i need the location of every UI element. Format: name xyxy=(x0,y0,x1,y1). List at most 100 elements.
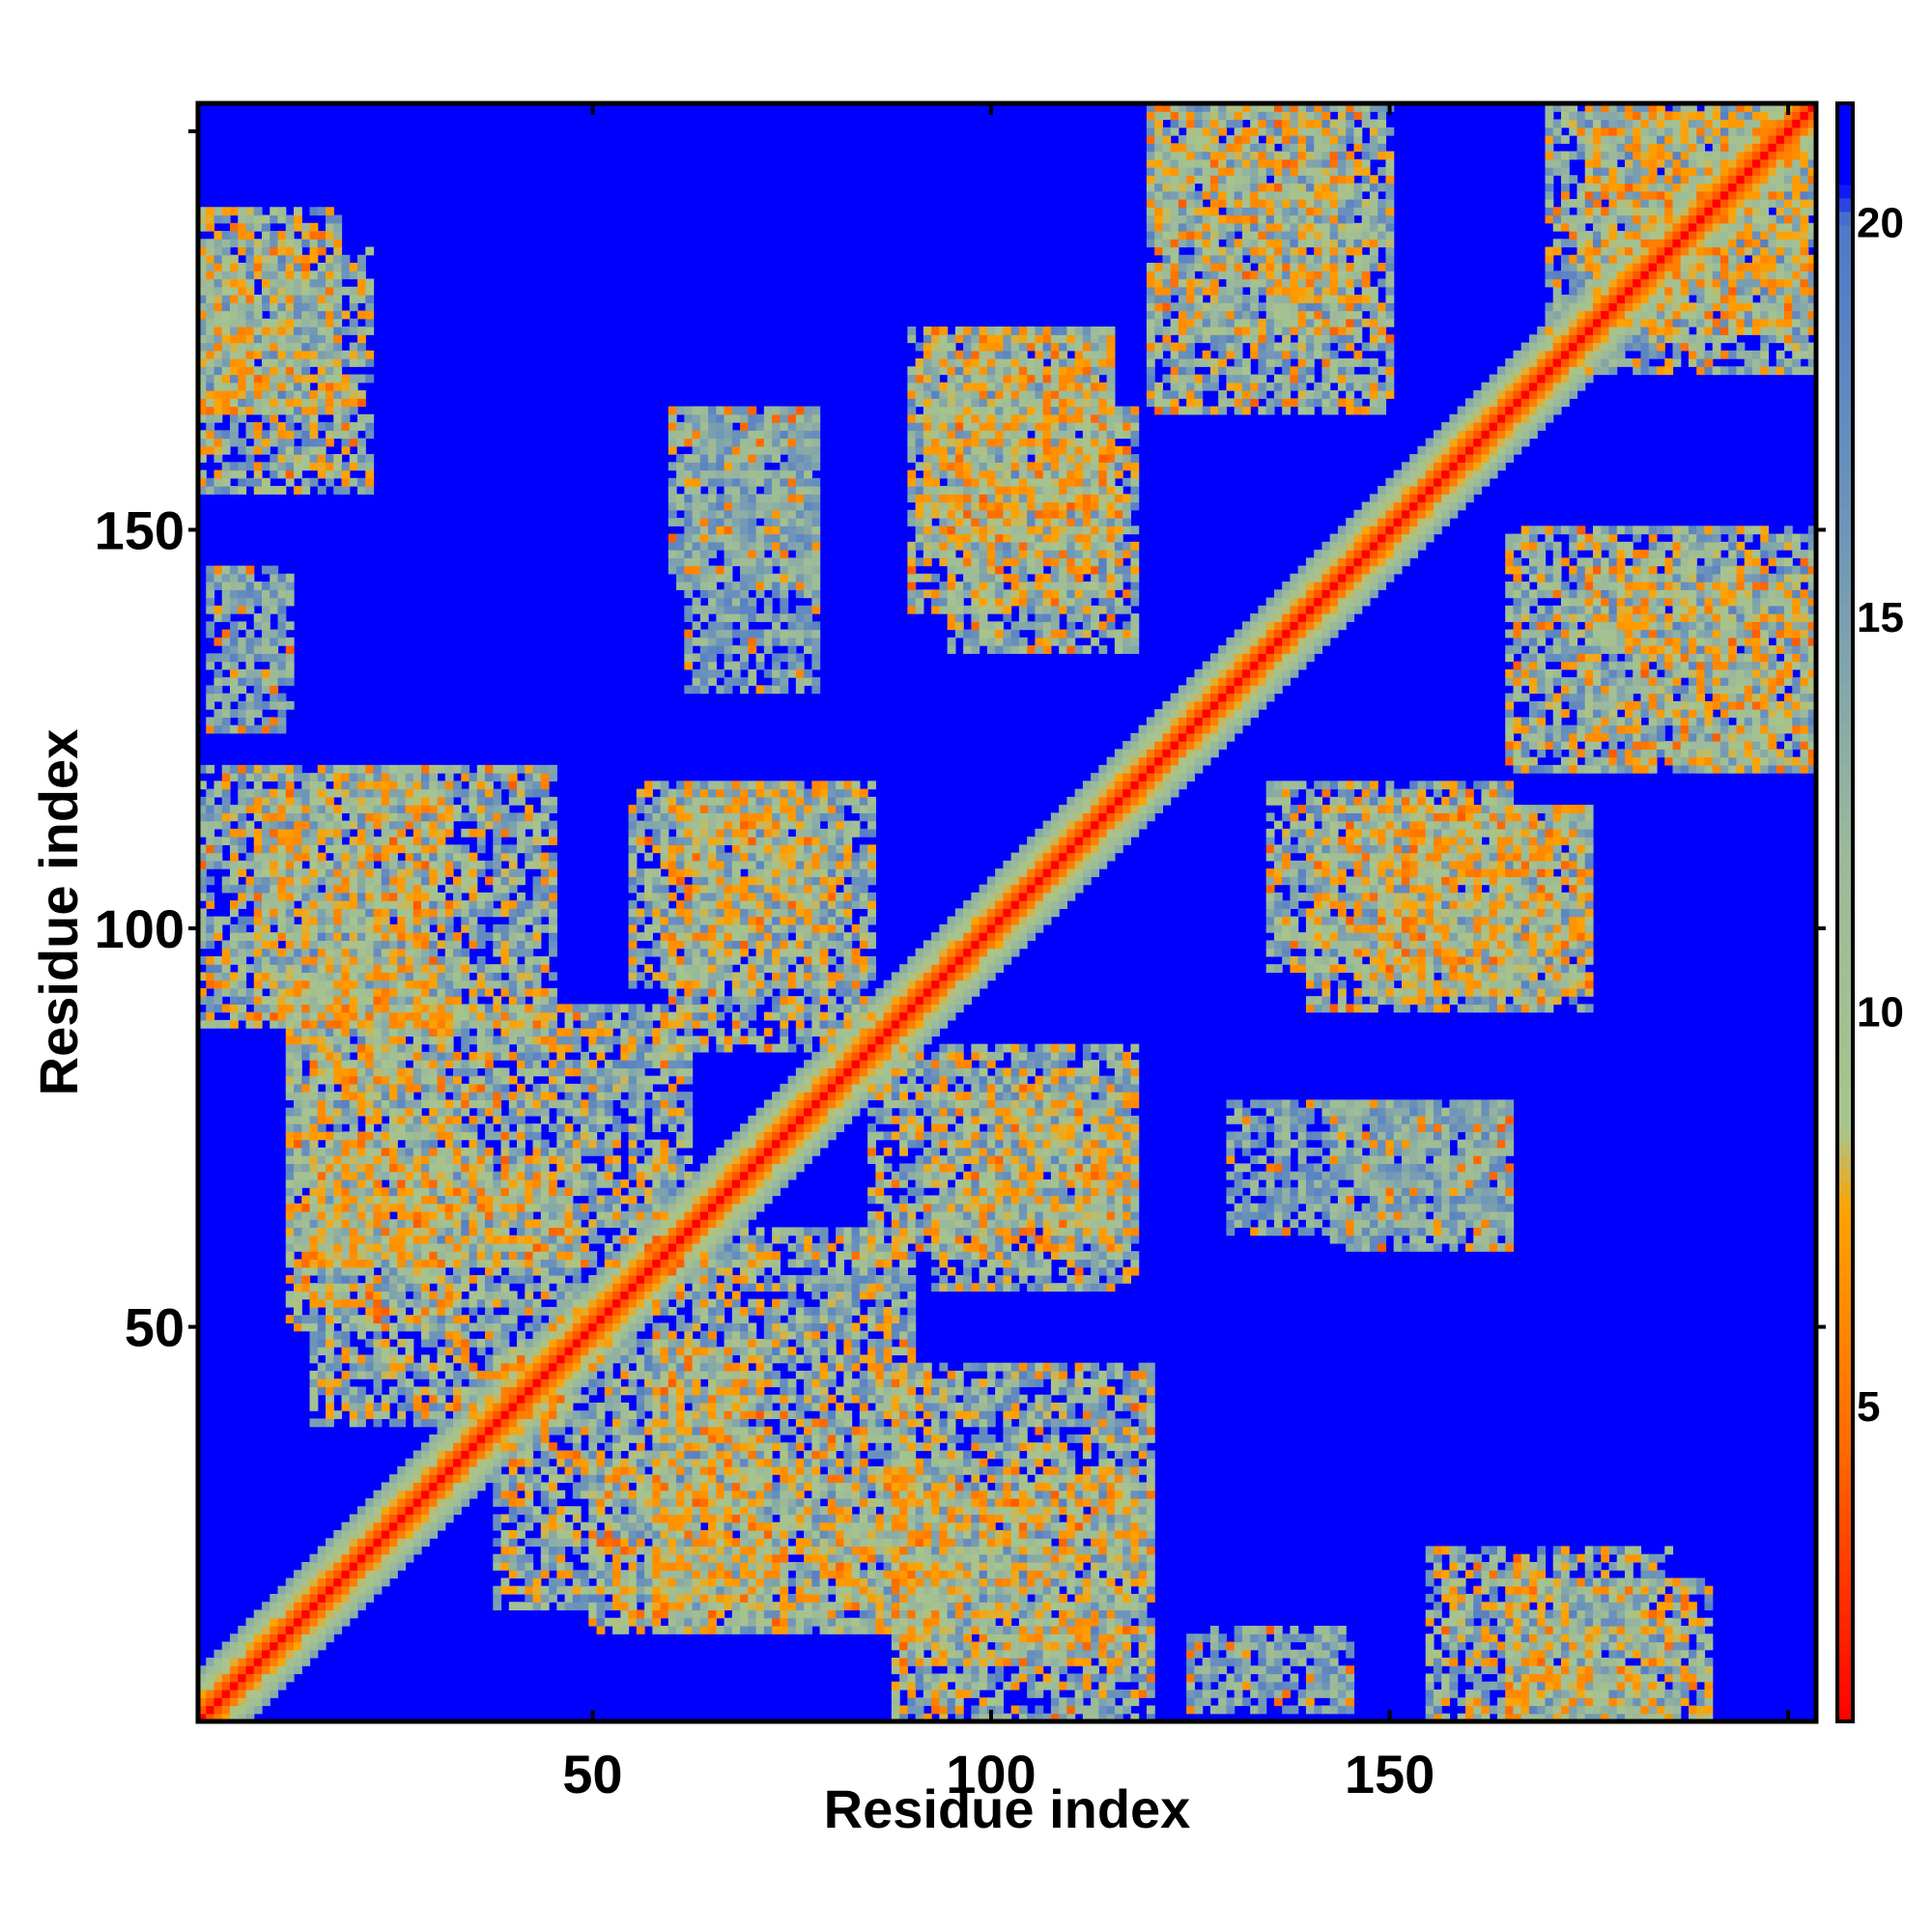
heatmap-cell xyxy=(254,311,263,320)
heatmap-cell xyxy=(278,582,287,590)
heatmap-cell xyxy=(382,861,390,869)
heatmap-cell xyxy=(485,1195,494,1204)
heatmap-cell xyxy=(509,1052,518,1061)
heatmap-cell xyxy=(413,1418,422,1427)
heatmap-cell xyxy=(230,1690,239,1698)
heatmap-cell xyxy=(214,1004,223,1012)
heatmap-cell xyxy=(254,255,263,264)
heatmap-cell xyxy=(310,1163,319,1172)
heatmap-cell xyxy=(461,1004,469,1012)
heatmap-cell xyxy=(270,247,278,256)
heatmap-cell xyxy=(541,1012,550,1021)
heatmap-cell xyxy=(565,1347,574,1355)
heatmap-cell xyxy=(533,1172,542,1180)
heatmap-cell xyxy=(421,1275,430,1284)
heatmap-cell xyxy=(286,701,295,710)
heatmap-cell xyxy=(382,988,390,997)
heatmap-cell xyxy=(357,343,366,352)
heatmap-cell xyxy=(382,1482,390,1491)
heatmap-cell xyxy=(301,454,310,463)
heatmap-cell xyxy=(629,1131,638,1140)
heatmap-cell xyxy=(230,327,239,335)
heatmap-cell xyxy=(350,765,358,774)
heatmap-cell xyxy=(637,1562,645,1571)
heatmap-cell xyxy=(413,1028,422,1037)
heatmap-cell xyxy=(342,1155,351,1164)
heatmap-cell xyxy=(501,893,510,901)
heatmap-cell xyxy=(294,407,302,415)
heatmap-cell xyxy=(397,789,406,798)
heatmap-cell xyxy=(270,725,278,734)
heatmap-cell xyxy=(637,1099,645,1108)
heatmap-cell xyxy=(469,1076,478,1085)
heatmap-cell xyxy=(406,1267,414,1276)
heatmap-cell xyxy=(629,1618,638,1627)
heatmap-cell xyxy=(318,1099,327,1108)
heatmap-cell xyxy=(246,398,255,407)
heatmap-cell xyxy=(413,940,422,949)
heatmap-cell xyxy=(301,1108,310,1117)
heatmap-cell xyxy=(246,598,255,607)
heatmap-cell xyxy=(517,1251,526,1260)
heatmap-cell xyxy=(629,1378,638,1387)
heatmap-cell xyxy=(517,1386,526,1395)
heatmap-cell xyxy=(525,1044,533,1053)
heatmap-cell xyxy=(461,980,469,989)
heatmap-cell xyxy=(286,829,295,838)
heatmap-cell xyxy=(406,1108,414,1117)
heatmap-cell xyxy=(605,1299,613,1308)
heatmap-cell xyxy=(556,1386,565,1395)
heatmap-cell xyxy=(365,1076,374,1085)
heatmap-cell xyxy=(501,1067,510,1076)
heatmap-cell xyxy=(365,414,374,423)
heatmap-cell xyxy=(238,980,246,989)
heatmap-cell xyxy=(382,1204,390,1212)
heatmap-cell xyxy=(318,1163,327,1172)
heatmap-cell xyxy=(374,821,383,830)
heatmap-cell xyxy=(333,1195,342,1204)
heatmap-cell xyxy=(429,1506,438,1515)
heatmap-cell xyxy=(461,1491,469,1499)
heatmap-cell xyxy=(453,1275,462,1284)
heatmap-cell xyxy=(541,1354,550,1363)
heatmap-cell xyxy=(533,1602,542,1610)
heatmap-cell xyxy=(453,949,462,957)
heatmap-cell xyxy=(637,1577,645,1586)
heatmap-cell xyxy=(644,1546,653,1554)
heatmap-cell xyxy=(333,924,342,933)
heatmap-cell xyxy=(549,1204,557,1212)
heatmap-cell xyxy=(605,1044,613,1053)
heatmap-cell xyxy=(525,773,533,781)
heatmap-cell xyxy=(286,1291,295,1299)
heatmap-cell xyxy=(429,868,438,877)
heatmap-cell xyxy=(493,1187,501,1196)
heatmap-cell xyxy=(350,302,358,311)
heatmap-cell xyxy=(262,247,270,256)
heatmap-cell xyxy=(350,789,358,798)
heatmap-cell xyxy=(278,781,287,789)
heatmap-cell xyxy=(445,1036,454,1044)
heatmap-cell xyxy=(605,1267,613,1276)
heatmap-cell xyxy=(389,893,398,901)
heatmap-cell xyxy=(429,932,438,941)
heatmap-cell xyxy=(525,1482,533,1491)
heatmap-cell xyxy=(453,1459,462,1467)
heatmap-cell xyxy=(342,446,351,455)
heatmap-cell xyxy=(469,1491,478,1499)
heatmap-cell xyxy=(310,949,319,957)
heatmap-cell xyxy=(374,1195,383,1204)
heatmap-cell xyxy=(413,924,422,933)
heatmap-cell xyxy=(310,343,319,352)
heatmap-cell xyxy=(350,1123,358,1132)
heatmap-cell xyxy=(493,861,501,869)
heatmap-cell xyxy=(350,949,358,957)
heatmap-cell xyxy=(453,1204,462,1212)
heatmap-cell xyxy=(605,1275,613,1284)
heatmap-cell xyxy=(270,980,278,989)
heatmap-cell xyxy=(278,725,287,734)
heatmap-cell xyxy=(421,1099,430,1108)
heatmap-cell xyxy=(350,1514,358,1522)
heatmap-cell xyxy=(357,980,366,989)
heatmap-cell xyxy=(365,980,374,989)
heatmap-cell xyxy=(397,917,406,925)
